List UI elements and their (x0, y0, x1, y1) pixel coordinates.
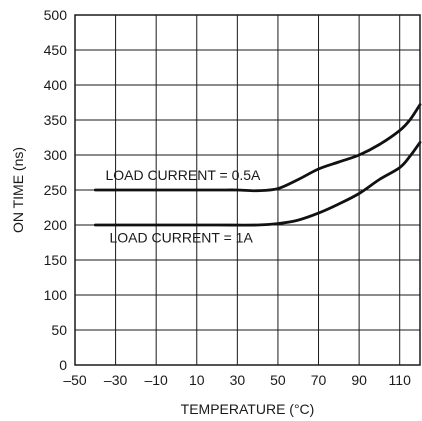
x-tick-label: 90 (351, 372, 367, 388)
x-tick-label: –30 (104, 372, 128, 388)
y-tick-label: 100 (44, 287, 68, 303)
y-tick-label: 450 (44, 42, 68, 58)
x-tick-label: 110 (389, 372, 412, 388)
y-tick-label: 150 (44, 252, 68, 268)
y-tick-label: 500 (44, 7, 68, 23)
y-tick-label: 350 (44, 112, 68, 128)
tick-labels: 0 50 100 150 200 250 300 350 400 450 500 –50 –30 –10 1… (44, 7, 411, 388)
series-layer (93, 103, 422, 227)
y-tick-label: 250 (44, 182, 68, 198)
annotation-load-1a: LOAD CURRENT = 1A (110, 230, 254, 246)
x-tick-label: 50 (270, 372, 286, 388)
y-tick-label: 400 (44, 77, 68, 93)
annotation-load-0-5a: LOAD CURRENT = 0.5A (105, 167, 261, 183)
y-tick-label: 300 (44, 147, 68, 163)
x-tick-label: 30 (230, 372, 246, 388)
series-line-load-1a (93, 141, 422, 227)
plot-frame (74, 14, 421, 366)
x-tick-label: 70 (311, 372, 327, 388)
y-tick-label: 200 (44, 217, 68, 233)
x-axis-label: TEMPERATURE (°C) (181, 401, 315, 417)
x-tick-label: 10 (189, 372, 205, 388)
y-axis-label: ON TIME (ns) (10, 147, 26, 233)
x-tick-label: –50 (63, 372, 87, 388)
y-tick-label: 50 (51, 322, 67, 338)
annotations: LOAD CURRENT = 0.5A LOAD CURRENT = 1A (105, 167, 261, 245)
y-tick-label: 0 (59, 357, 67, 373)
x-tick-label: –10 (144, 372, 168, 388)
series-line-load-0-5a (93, 103, 422, 193)
